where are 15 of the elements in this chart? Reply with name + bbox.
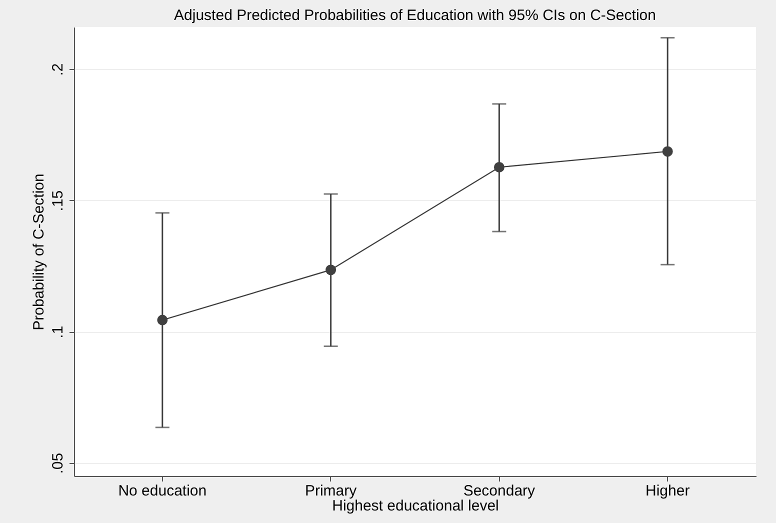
y-tick-label: .1 (50, 326, 66, 338)
point (494, 162, 504, 172)
y-axis-title: Probability of C-Section (30, 174, 48, 330)
x-tick-label: Higher (646, 482, 690, 500)
point (662, 146, 673, 157)
x-tick-label: Secondary (463, 482, 536, 500)
y-tick-label: .15 (50, 190, 66, 212)
y-tick-label: .05 (50, 452, 66, 474)
x-tick-label: No education (118, 482, 207, 500)
x-axis-title: Highest educational level (332, 498, 499, 514)
point (157, 314, 168, 326)
point (326, 264, 336, 276)
y-tick-label: .2 (50, 63, 66, 76)
chart-title: Adjusted Predicted Probabilities of Education with 95% CIs on C-Section (174, 7, 656, 24)
x-tick-label: Primary (304, 482, 358, 500)
